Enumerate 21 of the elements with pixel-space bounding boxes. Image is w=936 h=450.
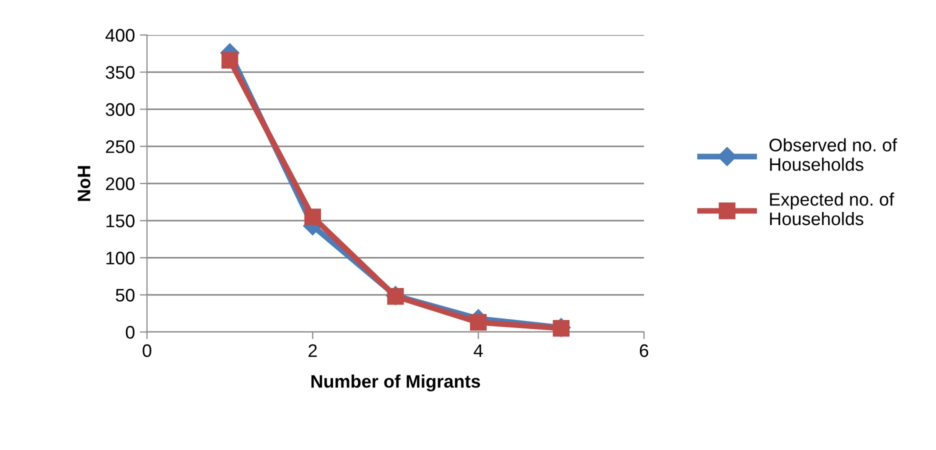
y-tick-label: 50: [116, 288, 134, 302]
y-tick-label: 250: [106, 140, 134, 154]
point: [222, 52, 238, 69]
y-tick-label: 300: [106, 103, 134, 116]
y-tick-label: 400: [105, 28, 134, 42]
y-axis-title: NoH: [78, 166, 90, 201]
x-tick-label: 6: [640, 344, 648, 358]
point: [387, 288, 404, 305]
legend-label: Observed no. of Households: [769, 138, 898, 171]
y-tick-label: 150: [106, 214, 134, 228]
y-tick-label: 0: [126, 326, 134, 339]
x-axis-title: Number of Migrants: [311, 374, 480, 392]
point: [470, 314, 487, 331]
point: [304, 208, 321, 226]
y-tick-label: 200: [106, 177, 134, 190]
y-tick-label: 100: [106, 252, 134, 264]
x-tick-label: 4: [474, 344, 483, 357]
legend-label: Expected no. of Households: [770, 192, 894, 226]
x-tick-label: 0: [142, 344, 152, 358]
x-tick-label: 2: [308, 344, 317, 357]
y-tick-label: 350: [106, 66, 134, 79]
